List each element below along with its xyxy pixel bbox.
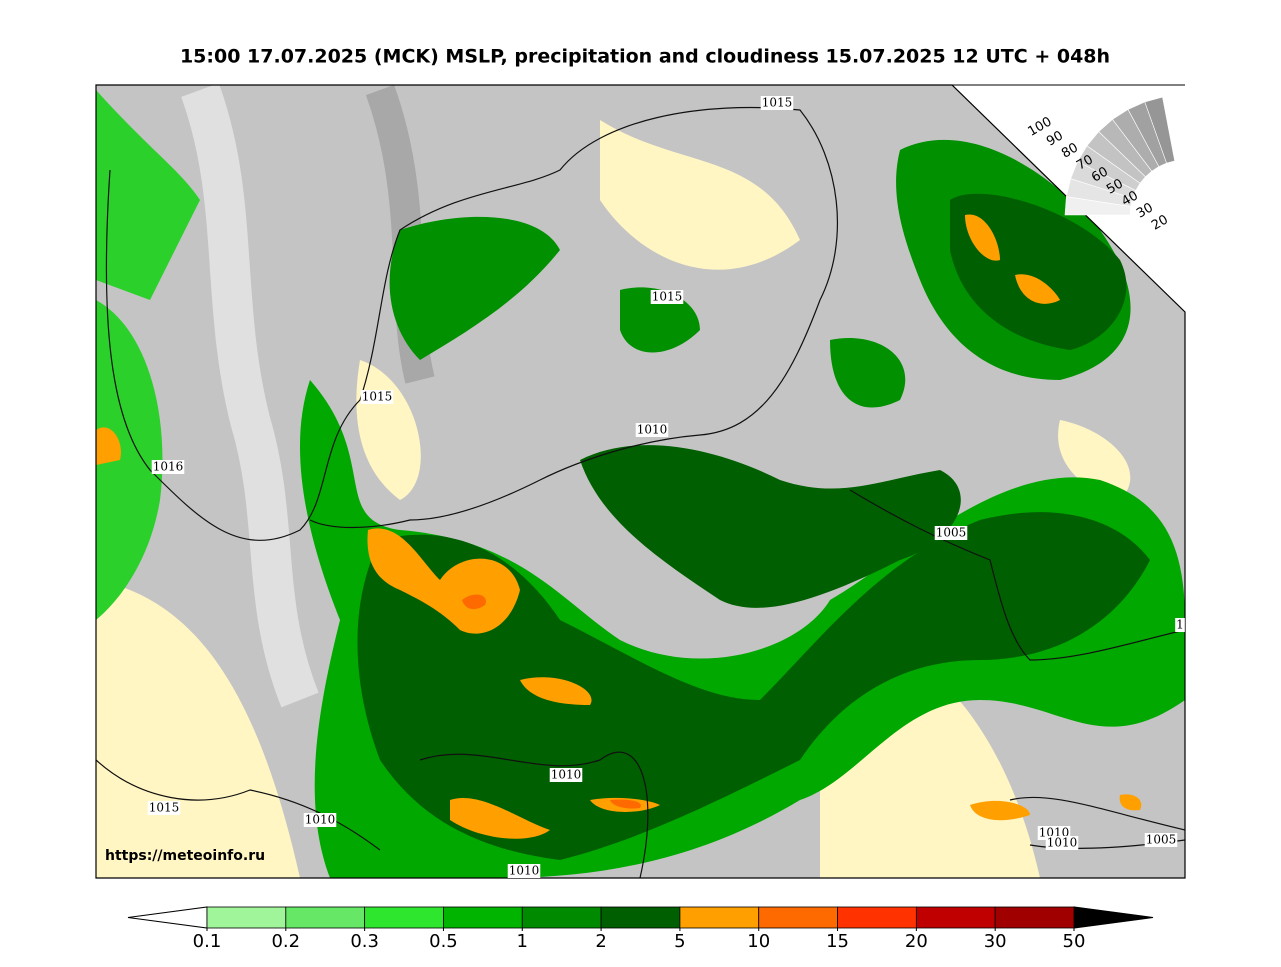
cloud-wedge bbox=[1064, 196, 1131, 216]
isobar-label-bg bbox=[635, 423, 669, 437]
colorbar-box bbox=[521, 906, 602, 929]
cloud-tick-label: 30 bbox=[1134, 200, 1156, 221]
colorbar-box bbox=[364, 906, 444, 929]
colorbar-box bbox=[758, 906, 838, 929]
isobar-label-text: 1005 bbox=[1146, 833, 1177, 847]
map bbox=[96, 85, 1185, 878]
colorbar-tick-label: 0.3 bbox=[350, 931, 379, 952]
colorbar-tick-label: 30 bbox=[984, 931, 1007, 952]
colorbar-tick-label: 0.2 bbox=[271, 931, 300, 952]
isobar-labels: 1015 1015 1015 1016 1010 1005 1010 1015 1010 1010… bbox=[147, 96, 1185, 878]
isobar-label-text: 1010 bbox=[551, 768, 582, 782]
isobar-label: 1010 bbox=[303, 813, 337, 827]
isobar-label: 1015 bbox=[147, 801, 181, 815]
isobar-label: 1 bbox=[1175, 618, 1185, 632]
cloud-tick-label: 70 bbox=[1074, 152, 1096, 173]
isobar-label: 1010 bbox=[1045, 836, 1079, 850]
isobar-label-text: 1 bbox=[1176, 618, 1184, 632]
colorbar-tick-label: 0.5 bbox=[429, 931, 458, 952]
isobar-label-bg bbox=[650, 290, 684, 304]
colorbar-tick-label: 50 bbox=[1063, 931, 1086, 952]
isobar-label-bg bbox=[303, 813, 337, 827]
isobar-label-bg bbox=[147, 801, 181, 815]
isobar-label-text: 1015 bbox=[652, 290, 683, 304]
colorbar-box bbox=[443, 906, 523, 929]
colorbar-box bbox=[915, 906, 996, 929]
cloud-tick-label: 60 bbox=[1089, 164, 1111, 185]
cloud-tick-label: 20 bbox=[1149, 212, 1171, 233]
colorbar-box bbox=[837, 906, 917, 929]
cloud-tick-label: 80 bbox=[1059, 140, 1081, 161]
source-url: https://meteoinfo.ru bbox=[105, 848, 265, 864]
isobar-label-bg bbox=[1144, 833, 1178, 847]
isobar-label-bg bbox=[1175, 618, 1185, 632]
isobar-label-bg bbox=[760, 96, 794, 110]
colorbar-box bbox=[206, 906, 287, 929]
isobar-label-text: 1015 bbox=[149, 801, 180, 815]
colorbar-box bbox=[679, 906, 760, 929]
isobar-label: 1010 bbox=[507, 864, 541, 878]
isobar-label-bg bbox=[934, 526, 968, 540]
isobar-label: 1010 bbox=[635, 423, 669, 437]
isobar-label-text: 1010 bbox=[305, 813, 336, 827]
isobar-label-text: 1015 bbox=[762, 96, 793, 110]
isobar-label: 1005 bbox=[934, 526, 968, 540]
colorbar-tick-label: 15 bbox=[826, 931, 849, 952]
colorbar-box bbox=[285, 906, 366, 929]
isobar-label: 1015 bbox=[650, 290, 684, 304]
colorbar-under bbox=[127, 906, 208, 929]
isobar-label: 1016 bbox=[151, 460, 185, 474]
cloud-tick-label: 90 bbox=[1044, 128, 1066, 149]
isobar-label-bg bbox=[360, 390, 394, 404]
title: 15:00 17.07.2025 (MCK) MSLP, precipitati… bbox=[180, 46, 1110, 68]
precipitation-colorbar: 0.1 0.2 0.3 0.5 1 2 5 10 15 20 30 50 bbox=[127, 906, 1154, 952]
isobar-label-text: 1010 bbox=[1047, 836, 1078, 850]
colorbar-box bbox=[600, 906, 681, 929]
cloud-tick-label: 40 bbox=[1119, 188, 1141, 209]
isobar-label: 1005 bbox=[1144, 833, 1178, 847]
isobar-label-text: 1010 bbox=[637, 423, 668, 437]
isobar-label-text: 1010 bbox=[509, 864, 540, 878]
isobar-label-text: 1016 bbox=[153, 460, 184, 474]
isobar-label: 1015 bbox=[760, 96, 794, 110]
colorbar-tick-label: 20 bbox=[905, 931, 928, 952]
colorbar-box bbox=[994, 906, 1075, 929]
colorbar-tick-label: 5 bbox=[674, 931, 685, 952]
isobar-label-bg bbox=[151, 460, 185, 474]
colorbar-tick-label: 1 bbox=[517, 931, 528, 952]
colorbar-tick-label: 0.1 bbox=[193, 931, 222, 952]
isobar-label-bg bbox=[1045, 836, 1079, 850]
isobar-label-text: 1005 bbox=[936, 526, 967, 540]
isobar-label-text: 1015 bbox=[362, 390, 393, 404]
isobar-label: 1010 bbox=[549, 768, 583, 782]
isobar-label: 1015 bbox=[360, 390, 394, 404]
isobar-label-bg bbox=[549, 768, 583, 782]
cloud-tick-label: 50 bbox=[1104, 176, 1126, 197]
isobar-label-bg bbox=[507, 864, 541, 878]
colorbar-over bbox=[1073, 906, 1154, 929]
colorbar-tick-label: 2 bbox=[595, 931, 606, 952]
colorbar-tick-label: 10 bbox=[747, 931, 770, 952]
